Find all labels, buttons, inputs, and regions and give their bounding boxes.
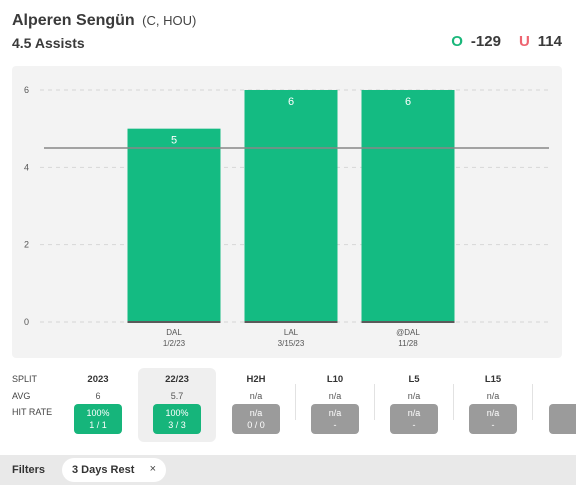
x-tick-date: 1/2/23: [163, 339, 186, 348]
x-tick-opponent: @DAL: [396, 328, 420, 337]
row-label-avg: AVG: [12, 391, 31, 401]
bar-value-label: 6: [405, 96, 411, 108]
hit-rate-fraction: -: [333, 420, 337, 430]
hit-rate-fraction: -: [412, 420, 416, 430]
split-avg: n/a: [486, 391, 500, 401]
hit-rate-pill: n/a -: [469, 404, 517, 434]
x-tick-opponent: DAL: [166, 328, 182, 337]
row-label-hit-rate: HIT RATE: [12, 407, 53, 417]
filters-bar: Filters 3 Days Rest ×: [0, 455, 576, 485]
split-header: 2023: [87, 374, 109, 385]
split-header: L10: [326, 374, 344, 385]
hit-rate-fraction: 1 / 1: [89, 420, 107, 430]
under-odds[interactable]: 114: [537, 33, 562, 50]
bar-0: [127, 128, 221, 322]
split-column-3[interactable]: L10 n/a n/a -: [296, 368, 374, 442]
bar-value-label: 5: [171, 135, 177, 147]
player-title: Alperen Sengün (C, HOU): [12, 12, 196, 30]
hit-rate-percent: 100%: [86, 408, 110, 418]
y-tick-label: 0: [24, 317, 29, 327]
split-header: 22/23: [165, 374, 189, 385]
hit-rate-pill: n/a 0 / 0: [232, 404, 280, 434]
split-column-2[interactable]: H2H n/a n/a 0 / 0: [217, 368, 295, 442]
x-tick-date: 3/15/23: [278, 339, 305, 348]
close-icon[interactable]: ×: [149, 463, 156, 475]
hit-rate-pill-overflow: [549, 404, 576, 434]
over-odds[interactable]: -129: [470, 33, 501, 50]
filters-label: Filters: [12, 464, 46, 476]
hit-rate-fraction: 0 / 0: [247, 420, 265, 430]
y-tick-label: 4: [24, 162, 29, 172]
y-tick-label: 2: [24, 240, 29, 250]
odds-group: O -129 U 114: [451, 33, 562, 50]
prop-header: Alperen Sengün (C, HOU) 4.5 Assists O -1…: [12, 12, 562, 56]
hit-rate-fraction: 3 / 3: [168, 420, 186, 430]
market-label: 4.5 Assists: [12, 35, 85, 51]
player-name: Alperen Sengün: [12, 12, 135, 29]
split-column-4[interactable]: L5 n/a n/a -: [375, 368, 453, 442]
hit-rate-percent: n/a: [407, 408, 421, 418]
split-avg: n/a: [328, 391, 342, 401]
column-divider: [295, 384, 296, 420]
hit-rate-pill: 100% 1 / 1: [74, 404, 122, 434]
under-label: U: [518, 33, 530, 50]
hit-rate-percent: 100%: [165, 408, 189, 418]
split-column-0[interactable]: 2023 6 100% 1 / 1: [59, 368, 137, 442]
bar-1: [244, 90, 338, 322]
hit-rate-percent: n/a: [328, 408, 342, 418]
split-avg: n/a: [407, 391, 421, 401]
split-column-1[interactable]: 22/23 5.7 100% 3 / 3: [138, 368, 216, 442]
bar-2: [361, 90, 455, 322]
over-label: O: [451, 33, 463, 50]
split-header: H2H: [246, 374, 266, 385]
hit-rate-pill: 100% 3 / 3: [153, 404, 201, 434]
x-tick-date: 11/28: [398, 339, 418, 348]
column-divider: [532, 384, 533, 420]
hit-rate-pill: n/a -: [311, 404, 359, 434]
hit-rate-percent: n/a: [486, 408, 500, 418]
split-column-5[interactable]: L15 n/a n/a -: [454, 368, 532, 442]
column-divider: [374, 384, 375, 420]
split-avg: 6: [95, 391, 101, 401]
splits-table: SPLIT AVG HIT RATE 2023 6 100% 1 / 1 22/23 5.…: [0, 368, 576, 446]
split-avg: 5.7: [170, 391, 184, 401]
player-team-position: (C, HOU): [142, 13, 197, 28]
hit-rate-pill: n/a -: [390, 404, 438, 434]
split-avg: n/a: [249, 391, 263, 401]
chart-svg: 0 2 4 6 5 DAL 1/2/23 6 LAL 3/15/23 6 @DAL 11/28: [24, 85, 549, 348]
game-log-chart: 0 2 4 6 5 DAL 1/2/23 6 LAL 3/15/23 6 @DAL 11/28: [12, 66, 562, 358]
hit-rate-fraction: -: [491, 420, 495, 430]
x-tick-opponent: LAL: [284, 328, 299, 337]
filter-chip-label: 3 Days Rest: [72, 464, 135, 476]
row-label-split: SPLIT: [12, 374, 38, 384]
y-tick-label: 6: [24, 85, 29, 95]
filter-chip-3-days-rest[interactable]: 3 Days Rest ×: [62, 458, 166, 482]
split-header: L5: [408, 374, 420, 385]
hit-rate-percent: n/a: [249, 408, 263, 418]
bar-value-label: 6: [288, 96, 294, 108]
column-divider: [453, 384, 454, 420]
split-header: L15: [484, 374, 502, 385]
